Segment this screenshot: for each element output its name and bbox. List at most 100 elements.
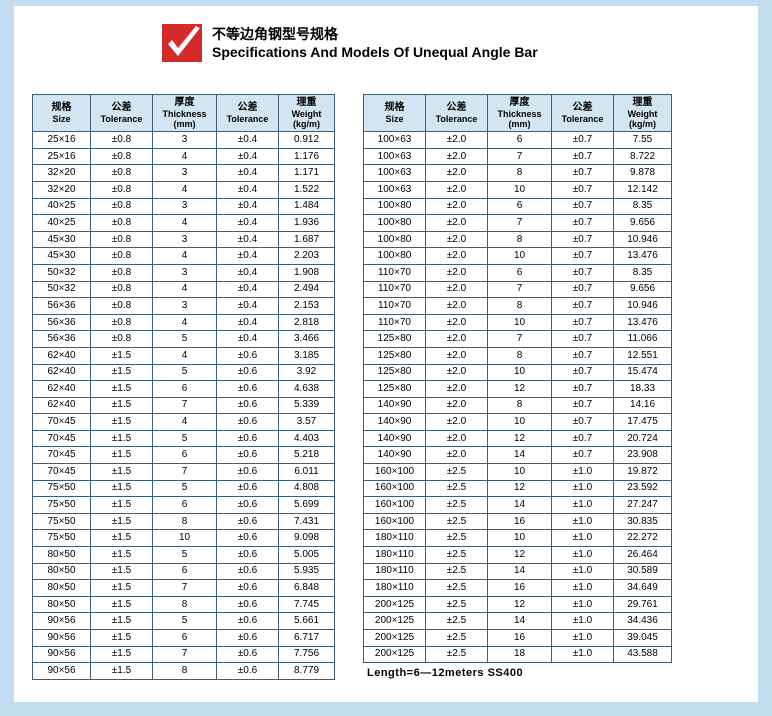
table-cell: 3: [153, 132, 217, 149]
table-cell: ±2.0: [426, 298, 488, 315]
table-cell: 10: [488, 248, 552, 265]
table-cell: 7: [153, 397, 217, 414]
table-cell: ±1.0: [552, 513, 614, 530]
table-header-row: 规格Size 公差Tolerance 厚度Thickness(mm) 公差Tol…: [33, 95, 335, 132]
table-cell: ±0.7: [552, 165, 614, 182]
table-cell: ±1.5: [91, 630, 153, 647]
table-cell: 56×36: [33, 298, 91, 315]
table-cell: 25×16: [33, 148, 91, 165]
left-table: 规格Size 公差Tolerance 厚度Thickness(mm) 公差Tol…: [32, 94, 335, 680]
table-cell: 10: [488, 181, 552, 198]
table-row: 80×50±1.55±0.65.005: [33, 547, 335, 564]
table-cell: 3.466: [279, 331, 335, 348]
table-cell: ±0.8: [91, 132, 153, 149]
table-cell: 3: [153, 264, 217, 281]
table-cell: 200×125: [364, 630, 426, 647]
table-cell: 1.522: [279, 181, 335, 198]
table-cell: 39.045: [614, 630, 672, 647]
table-cell: ±0.6: [217, 630, 279, 647]
table-cell: 50×32: [33, 264, 91, 281]
table-cell: ±0.6: [217, 347, 279, 364]
table-cell: 100×63: [364, 181, 426, 198]
table-row: 125×80±2.08±0.712.551: [364, 347, 672, 364]
table-cell: ±1.5: [91, 530, 153, 547]
table-cell: ±0.7: [552, 414, 614, 431]
table-row: 75×50±1.56±0.65.699: [33, 497, 335, 514]
table-cell: ±0.7: [552, 331, 614, 348]
table-cell: 100×63: [364, 132, 426, 149]
table-cell: 11.066: [614, 331, 672, 348]
table-cell: ±0.6: [217, 497, 279, 514]
table-cell: ±0.6: [217, 663, 279, 680]
table-cell: 2.203: [279, 248, 335, 265]
table-cell: ±2.0: [426, 364, 488, 381]
table-cell: 8.779: [279, 663, 335, 680]
table-cell: ±0.7: [552, 447, 614, 464]
table-cell: ±2.0: [426, 215, 488, 232]
table-cell: 1.687: [279, 231, 335, 248]
table-cell: ±1.0: [552, 563, 614, 580]
table-cell: 2.818: [279, 314, 335, 331]
table-cell: 9.656: [614, 281, 672, 298]
table-cell: 0.912: [279, 132, 335, 149]
table-cell: 140×90: [364, 397, 426, 414]
table-cell: ±0.7: [552, 231, 614, 248]
table-cell: 62×40: [33, 364, 91, 381]
table-cell: ±2.5: [426, 563, 488, 580]
table-row: 160×100±2.510±1.019.872: [364, 464, 672, 481]
table-cell: 8: [153, 596, 217, 613]
table-cell: 14: [488, 497, 552, 514]
table-cell: 4.808: [279, 480, 335, 497]
table-row: 80×50±1.57±0.66.848: [33, 580, 335, 597]
table-row: 62×40±1.55±0.63.92: [33, 364, 335, 381]
table-cell: ±1.5: [91, 347, 153, 364]
table-cell: 70×45: [33, 447, 91, 464]
table-cell: 160×100: [364, 513, 426, 530]
table-cell: 12.551: [614, 347, 672, 364]
table-cell: ±0.6: [217, 530, 279, 547]
table-cell: 8: [488, 231, 552, 248]
table-cell: 5: [153, 364, 217, 381]
table-cell: 5.005: [279, 547, 335, 564]
table-cell: ±1.5: [91, 596, 153, 613]
table-cell: 160×100: [364, 464, 426, 481]
table-cell: ±1.0: [552, 646, 614, 663]
table-cell: ±0.7: [552, 397, 614, 414]
table-cell: 8.35: [614, 198, 672, 215]
table-cell: 125×80: [364, 381, 426, 398]
table-row: 125×80±2.010±0.715.474: [364, 364, 672, 381]
table-cell: 3.185: [279, 347, 335, 364]
table-cell: ±0.8: [91, 215, 153, 232]
table-cell: ±2.5: [426, 596, 488, 613]
table-cell: 6: [488, 198, 552, 215]
table-cell: 7: [488, 148, 552, 165]
table-cell: 30.835: [614, 513, 672, 530]
table-cell: 90×56: [33, 613, 91, 630]
table-row: 80×50±1.58±0.67.745: [33, 596, 335, 613]
table-cell: 75×50: [33, 513, 91, 530]
table-row: 40×25±0.83±0.41.484: [33, 198, 335, 215]
table-cell: 7.756: [279, 646, 335, 663]
table-cell: 14: [488, 563, 552, 580]
table-cell: 4: [153, 248, 217, 265]
table-row: 50×32±0.83±0.41.908: [33, 264, 335, 281]
table-cell: 23.592: [614, 480, 672, 497]
table-row: 70×45±1.54±0.63.57: [33, 414, 335, 431]
table-cell: ±0.6: [217, 381, 279, 398]
checkmark-logo-icon: [162, 24, 202, 62]
table-row: 160×100±2.516±1.030.835: [364, 513, 672, 530]
table-cell: ±0.6: [217, 364, 279, 381]
table-row: 56×36±0.85±0.43.466: [33, 331, 335, 348]
table-cell: 8: [488, 347, 552, 364]
table-row: 160×100±2.514±1.027.247: [364, 497, 672, 514]
table-cell: 62×40: [33, 397, 91, 414]
table-cell: ±1.5: [91, 430, 153, 447]
table-row: 125×80±2.012±0.718.33: [364, 381, 672, 398]
table-cell: 7.431: [279, 513, 335, 530]
table-row: 140×90±2.014±0.723.908: [364, 447, 672, 464]
table-cell: ±0.7: [552, 281, 614, 298]
col-thickness: 厚度Thickness(mm): [153, 95, 217, 132]
table-cell: 10: [488, 364, 552, 381]
table-cell: 180×110: [364, 547, 426, 564]
table-cell: ±0.4: [217, 248, 279, 265]
